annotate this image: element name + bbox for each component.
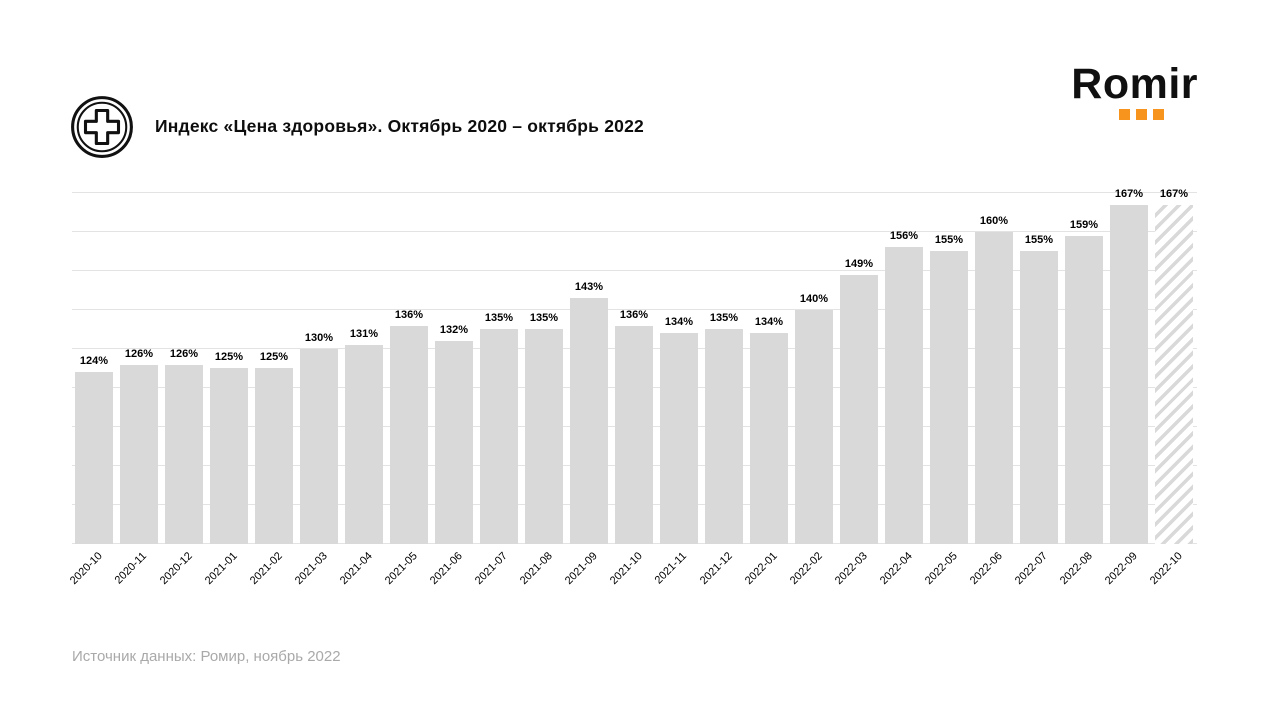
- health-price-index-bar-chart: 124% 2020-10 126% 2020-11 126% 2020-12 125% 202…: [67, 185, 1197, 587]
- bar-2022-02: [795, 309, 833, 544]
- bar-2022-01: [750, 333, 788, 544]
- bar-value-label: 131%: [349, 328, 379, 340]
- bar-2021-04: [345, 345, 383, 544]
- bar-2021-10: [615, 325, 653, 544]
- bar-2021-12: [705, 329, 743, 544]
- x-axis-label: 2022-10: [1147, 550, 1185, 588]
- bar-2022-03: [840, 274, 878, 544]
- bar-value-label: 149%: [844, 257, 874, 270]
- medical-cross-icon: [71, 96, 133, 158]
- bar-value-label: 136%: [619, 308, 649, 321]
- bar-value-label: 135%: [529, 312, 559, 325]
- bar-2022-06: [975, 231, 1013, 544]
- gridline: [72, 230, 1197, 232]
- logo-dot: [1153, 109, 1165, 120]
- bar-value-label: 155%: [1024, 234, 1054, 247]
- bar-value-label: 130%: [304, 331, 334, 344]
- bar-value-label: 134%: [664, 316, 694, 329]
- bar-value-label: 167%: [1159, 187, 1189, 200]
- bar-value-label: 160%: [979, 214, 1009, 227]
- data-source-note: Источник данных: Ромир, ноябрь 2022: [72, 648, 341, 665]
- bar-2022-05: [930, 251, 968, 544]
- bar-value-label: 132%: [439, 324, 469, 337]
- logo-text: Romir: [1071, 60, 1198, 108]
- bar-value-label: 126%: [124, 347, 154, 360]
- bar-2021-02: [255, 368, 293, 544]
- bar-value-label: 125%: [214, 351, 244, 364]
- page-title: Индекс «Цена здоровья». Октябрь 2020 – о…: [155, 116, 644, 136]
- bar-2021-08: [525, 329, 563, 544]
- bar-value-label: 167%: [1114, 187, 1144, 200]
- bar-2021-09: [570, 298, 608, 544]
- gridline: [72, 191, 1197, 193]
- bar-value-label: 135%: [709, 312, 739, 325]
- bar-2021-03: [300, 348, 338, 544]
- logo-dots: [1078, 109, 1205, 120]
- bar-value-label: 140%: [799, 292, 829, 305]
- gridline: [72, 308, 1197, 310]
- bar-value-label: 143%: [574, 281, 604, 294]
- gridline: [72, 269, 1197, 271]
- bar-2020-11: [120, 364, 158, 544]
- bar-2021-11: [660, 333, 698, 544]
- bar-value-label: 159%: [1069, 218, 1099, 231]
- bar-value-label: 135%: [484, 312, 514, 325]
- bar-2022-04: [885, 247, 923, 544]
- bar-2020-12: [165, 364, 203, 544]
- romir-logo: Romir: [1071, 62, 1198, 120]
- bar-2021-01: [210, 368, 248, 544]
- bar-2020-10: [75, 372, 113, 544]
- bar-2021-06: [435, 341, 473, 544]
- bar-2022-07: [1020, 251, 1058, 544]
- bar-2021-07: [480, 329, 518, 544]
- logo-dot: [1119, 109, 1131, 120]
- bar-2022-09: [1110, 204, 1148, 544]
- bar-2022-10: [1155, 204, 1193, 544]
- bar-2022-08: [1065, 235, 1103, 544]
- bar-value-label: 134%: [754, 316, 784, 329]
- bar-value-label: 136%: [394, 308, 424, 321]
- bar-value-label: 156%: [889, 230, 919, 243]
- bar-value-label: 125%: [259, 351, 289, 364]
- bar-value-label: 124%: [79, 355, 109, 368]
- bar-value-label: 155%: [934, 234, 964, 247]
- bar-2021-05: [390, 325, 428, 544]
- logo-dot: [1136, 109, 1148, 120]
- bar-value-label: 126%: [169, 347, 199, 360]
